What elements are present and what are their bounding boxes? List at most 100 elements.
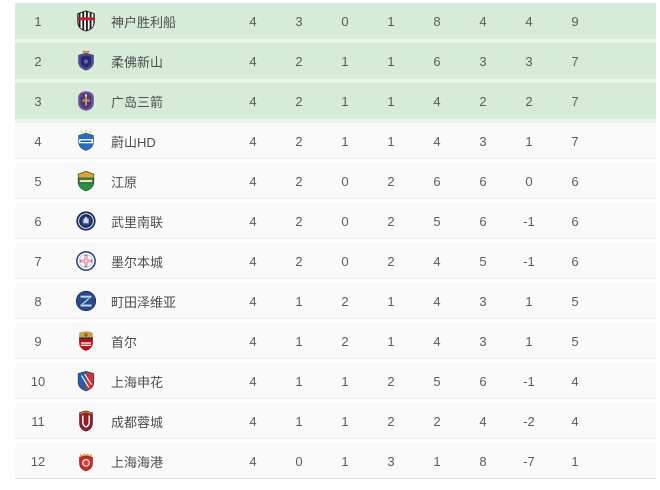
stat-wins: 1 [295, 373, 303, 389]
table-row[interactable]: 7 墨尔本城 4 2 0 2 4 5 -1 6 [15, 243, 656, 283]
stat-draws: 1 [341, 133, 349, 149]
team-logo-melbourne-city-icon [61, 250, 111, 272]
stat-goals-against: 3 [479, 333, 487, 349]
stat-goal-diff: -1 [523, 253, 535, 269]
stat-goal-diff: -2 [523, 413, 535, 429]
team-name: 首尔 [111, 334, 138, 350]
stat-goal-diff: 2 [525, 93, 533, 109]
team-logo-machida-zelvia-icon [61, 290, 111, 312]
stat-goals-against: 4 [479, 413, 487, 429]
stat-wins: 2 [295, 173, 303, 189]
table-row[interactable]: 10 上海申花 4 1 1 2 5 6 -1 4 [15, 363, 656, 403]
stat-goals-for: 6 [433, 53, 441, 69]
table-row[interactable]: 3 广岛三箭 4 2 1 1 4 2 2 7 [15, 83, 656, 123]
table-row[interactable]: 6 武里南联 4 2 0 2 5 6 -1 6 [15, 203, 656, 243]
stat-losses: 1 [387, 53, 395, 69]
stat-played: 4 [249, 413, 257, 429]
stat-played: 4 [249, 253, 257, 269]
stat-wins: 0 [295, 453, 303, 469]
stat-goals-against: 4 [479, 13, 487, 29]
stat-losses: 1 [387, 333, 395, 349]
stat-goal-diff: 1 [525, 293, 533, 309]
rank-number: 10 [30, 373, 46, 389]
table-row[interactable]: 9 首尔 4 1 2 1 4 3 1 5 [15, 323, 656, 363]
stat-goals-against: 8 [479, 453, 487, 469]
stat-wins: 1 [295, 333, 303, 349]
stat-points: 1 [571, 453, 579, 469]
stat-wins: 2 [295, 133, 303, 149]
team-name: 上海申花 [111, 374, 164, 390]
rank-number: 1 [34, 13, 42, 29]
table-row[interactable]: 11 成都蓉城 4 1 1 2 2 4 -2 4 [15, 403, 656, 443]
stat-wins: 2 [295, 53, 303, 69]
stat-points: 6 [571, 213, 579, 229]
stat-goals-against: 3 [479, 133, 487, 149]
table-row[interactable]: 8 町田泽维亚 4 1 2 1 4 3 1 5 [15, 283, 656, 323]
rank-number: 12 [30, 453, 46, 469]
stat-goals-against: 6 [479, 173, 487, 189]
stat-goals-for: 4 [433, 133, 441, 149]
stat-goals-against: 3 [479, 293, 487, 309]
rank-number: 7 [34, 253, 42, 269]
rank-number: 4 [34, 133, 42, 149]
stat-goals-against: 5 [479, 253, 487, 269]
stat-losses: 1 [387, 93, 395, 109]
stat-goal-diff: -1 [523, 373, 535, 389]
stat-points: 5 [571, 293, 579, 309]
team-logo-chengdu-icon [61, 410, 111, 432]
stat-losses: 2 [387, 213, 395, 229]
stat-wins: 3 [295, 13, 303, 29]
stat-played: 4 [249, 133, 257, 149]
stat-goals-for: 4 [433, 93, 441, 109]
stat-losses: 1 [387, 13, 395, 29]
stat-points: 7 [571, 93, 579, 109]
team-name: 武里南联 [111, 214, 164, 230]
stat-losses: 3 [387, 453, 395, 469]
team-name: 蔚山HD [111, 134, 156, 150]
stat-goals-for: 4 [433, 253, 441, 269]
stat-goals-for: 8 [433, 13, 441, 29]
stat-points: 6 [571, 173, 579, 189]
stat-played: 4 [249, 93, 257, 109]
stat-draws: 1 [341, 453, 349, 469]
table-row[interactable]: 5 江原 4 2 0 2 6 6 0 6 [15, 163, 656, 203]
team-name: 墨尔本城 [111, 254, 164, 270]
table-row[interactable]: 2 柔佛新山 4 2 1 1 6 3 3 7 [15, 43, 656, 83]
table-row[interactable]: 4 蔚山HD 4 2 1 1 4 3 1 7 [15, 123, 656, 163]
team-logo-johor-icon [61, 50, 111, 72]
stat-draws: 1 [341, 53, 349, 69]
stat-goals-for: 4 [433, 293, 441, 309]
team-logo-gangwon-icon [61, 170, 111, 192]
stat-goal-diff: -1 [523, 213, 535, 229]
stat-losses: 2 [387, 413, 395, 429]
team-logo-ulsan-icon [61, 130, 111, 152]
stat-draws: 0 [341, 173, 349, 189]
stat-draws: 1 [341, 373, 349, 389]
stat-losses: 2 [387, 373, 395, 389]
rank-number: 11 [31, 413, 45, 429]
stat-goal-diff: 0 [525, 173, 533, 189]
team-name: 成都蓉城 [111, 414, 164, 430]
stat-goals-for: 1 [433, 453, 441, 469]
team-name: 广岛三箭 [111, 94, 164, 110]
stat-losses: 2 [387, 253, 395, 269]
team-logo-vissel-kobe-icon [61, 10, 111, 32]
team-name: 上海海港 [111, 454, 164, 470]
stat-goals-against: 2 [479, 93, 487, 109]
stat-wins: 2 [295, 213, 303, 229]
stat-goal-diff: 1 [525, 133, 533, 149]
team-name: 江原 [111, 174, 138, 190]
stat-played: 4 [249, 53, 257, 69]
stat-points: 9 [571, 13, 579, 29]
team-name: 柔佛新山 [111, 54, 164, 70]
table-row[interactable]: 12 上海海港 4 0 1 3 1 8 -7 1 [15, 443, 656, 483]
table-row[interactable]: 1 神户胜利船 4 3 0 1 8 4 4 9 [15, 3, 656, 43]
team-logo-seoul-icon [61, 330, 111, 352]
stat-played: 4 [249, 373, 257, 389]
stat-goals-for: 6 [433, 173, 441, 189]
stat-points: 5 [571, 333, 579, 349]
stat-draws: 0 [341, 13, 349, 29]
rank-number: 6 [34, 213, 42, 229]
stat-points: 7 [571, 133, 579, 149]
stat-points: 7 [571, 53, 579, 69]
